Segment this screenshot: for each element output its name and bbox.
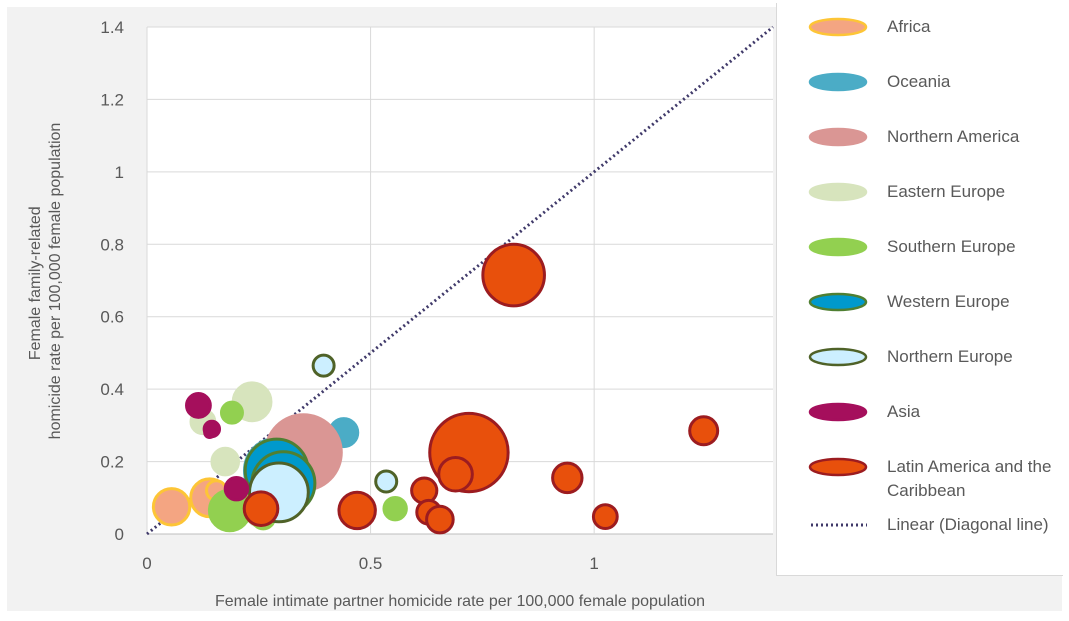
legend-item-africa: Africa	[807, 15, 1057, 39]
legend-marker	[807, 455, 869, 479]
legend-marker	[807, 125, 869, 149]
legend-item-northern-america: Northern America	[807, 125, 1057, 149]
y-tick-label: 0.4	[100, 380, 124, 399]
legend-marker-shape	[808, 17, 868, 37]
legend-marker	[807, 400, 869, 424]
legend-marker	[807, 70, 869, 94]
legend-label: Eastern Europe	[887, 182, 1006, 201]
tick-labels: 0 0.2 0.4 0.6 0.8 1 1.2 1.4 0 0.5 1	[100, 18, 599, 573]
y-axis-title: Female family-related homicide rate per …	[27, 123, 64, 440]
legend-marker-shape	[808, 72, 868, 92]
y-tick-label: 1.4	[100, 18, 124, 37]
legend-label: Southern Europe	[887, 237, 1016, 256]
data-point	[210, 446, 241, 477]
legend-marker	[807, 180, 869, 204]
y-tick-label: 1.2	[100, 90, 124, 109]
y-axis-title-line-2: homicide rate per 100,000 female populat…	[47, 123, 64, 440]
x-tick-label: 0	[142, 554, 151, 573]
data-point	[382, 495, 408, 522]
data-point	[437, 455, 474, 493]
legend-label: Oceania	[887, 72, 951, 91]
legend-item-asia: Asia	[807, 400, 1057, 424]
x-tick-label: 0.5	[359, 554, 383, 573]
legend-label: Northern Europe	[887, 347, 1013, 366]
data-point	[688, 415, 720, 447]
bubbles	[151, 242, 720, 535]
legend-marker-shape	[808, 237, 868, 257]
chart-legend: Africa Oceania Northern America Eastern Eur…	[776, 3, 1063, 576]
legend-marker	[807, 235, 869, 259]
data-point	[481, 242, 546, 308]
legend-label: Latin America and the Caribbean	[887, 457, 1052, 500]
legend-marker-shape	[808, 292, 868, 312]
diagonal-line	[146, 25, 774, 536]
legend-item-southern-europe: Southern Europe	[807, 235, 1057, 259]
legend-label: Asia	[887, 402, 921, 421]
legend-marker	[807, 513, 869, 537]
data-point	[242, 490, 280, 527]
data-point	[223, 476, 250, 502]
legend-marker-shape	[808, 347, 868, 367]
diagonal-line-group	[146, 25, 774, 536]
data-point	[551, 461, 584, 495]
x-tick-label: 1	[589, 554, 598, 573]
legend-item-latin-america-and-the-caribbean: Latin America and the Caribbean	[807, 455, 1057, 503]
y-tick-label: 1	[115, 163, 124, 182]
legend-item-northern-europe: Northern Europe	[807, 345, 1057, 369]
data-point	[185, 392, 212, 419]
legend-item-western-europe: Western Europe	[807, 290, 1057, 314]
data-point	[374, 469, 399, 494]
legend-label: Linear (Diagonal line)	[887, 515, 1049, 534]
legend-marker-shape	[808, 402, 868, 422]
data-point	[410, 476, 439, 505]
data-point	[337, 490, 377, 531]
legend-marker	[807, 290, 869, 314]
y-tick-label: 0.8	[100, 235, 124, 254]
legend-marker	[807, 15, 869, 39]
x-axis-title: Female intimate partner homicide rate pe…	[215, 593, 705, 610]
grid-lines	[146, 26, 773, 535]
legend-label: Western Europe	[887, 292, 1010, 311]
legend-item-eastern-europe: Eastern Europe	[807, 180, 1057, 204]
data-point	[151, 487, 192, 527]
legend-item-oceania: Oceania	[807, 70, 1057, 94]
legend-marker	[807, 345, 869, 369]
legend-marker-shape	[808, 182, 868, 202]
data-point	[425, 504, 455, 535]
legend-label: Africa	[887, 17, 931, 36]
y-axis-title-line-1: Female family-related	[27, 206, 44, 360]
data-point	[311, 353, 336, 378]
y-tick-label: 0.6	[100, 308, 124, 327]
data-point	[219, 400, 244, 425]
data-point	[203, 426, 217, 440]
legend-label: Northern America	[887, 127, 1020, 146]
y-tick-label: 0.2	[100, 453, 124, 472]
legend-marker-shape	[808, 457, 868, 477]
legend-marker-shape	[808, 127, 868, 147]
data-point	[591, 503, 619, 531]
legend-item-diagonal-line: Linear (Diagonal line)	[807, 513, 1057, 537]
y-tick-label: 0	[115, 525, 124, 544]
